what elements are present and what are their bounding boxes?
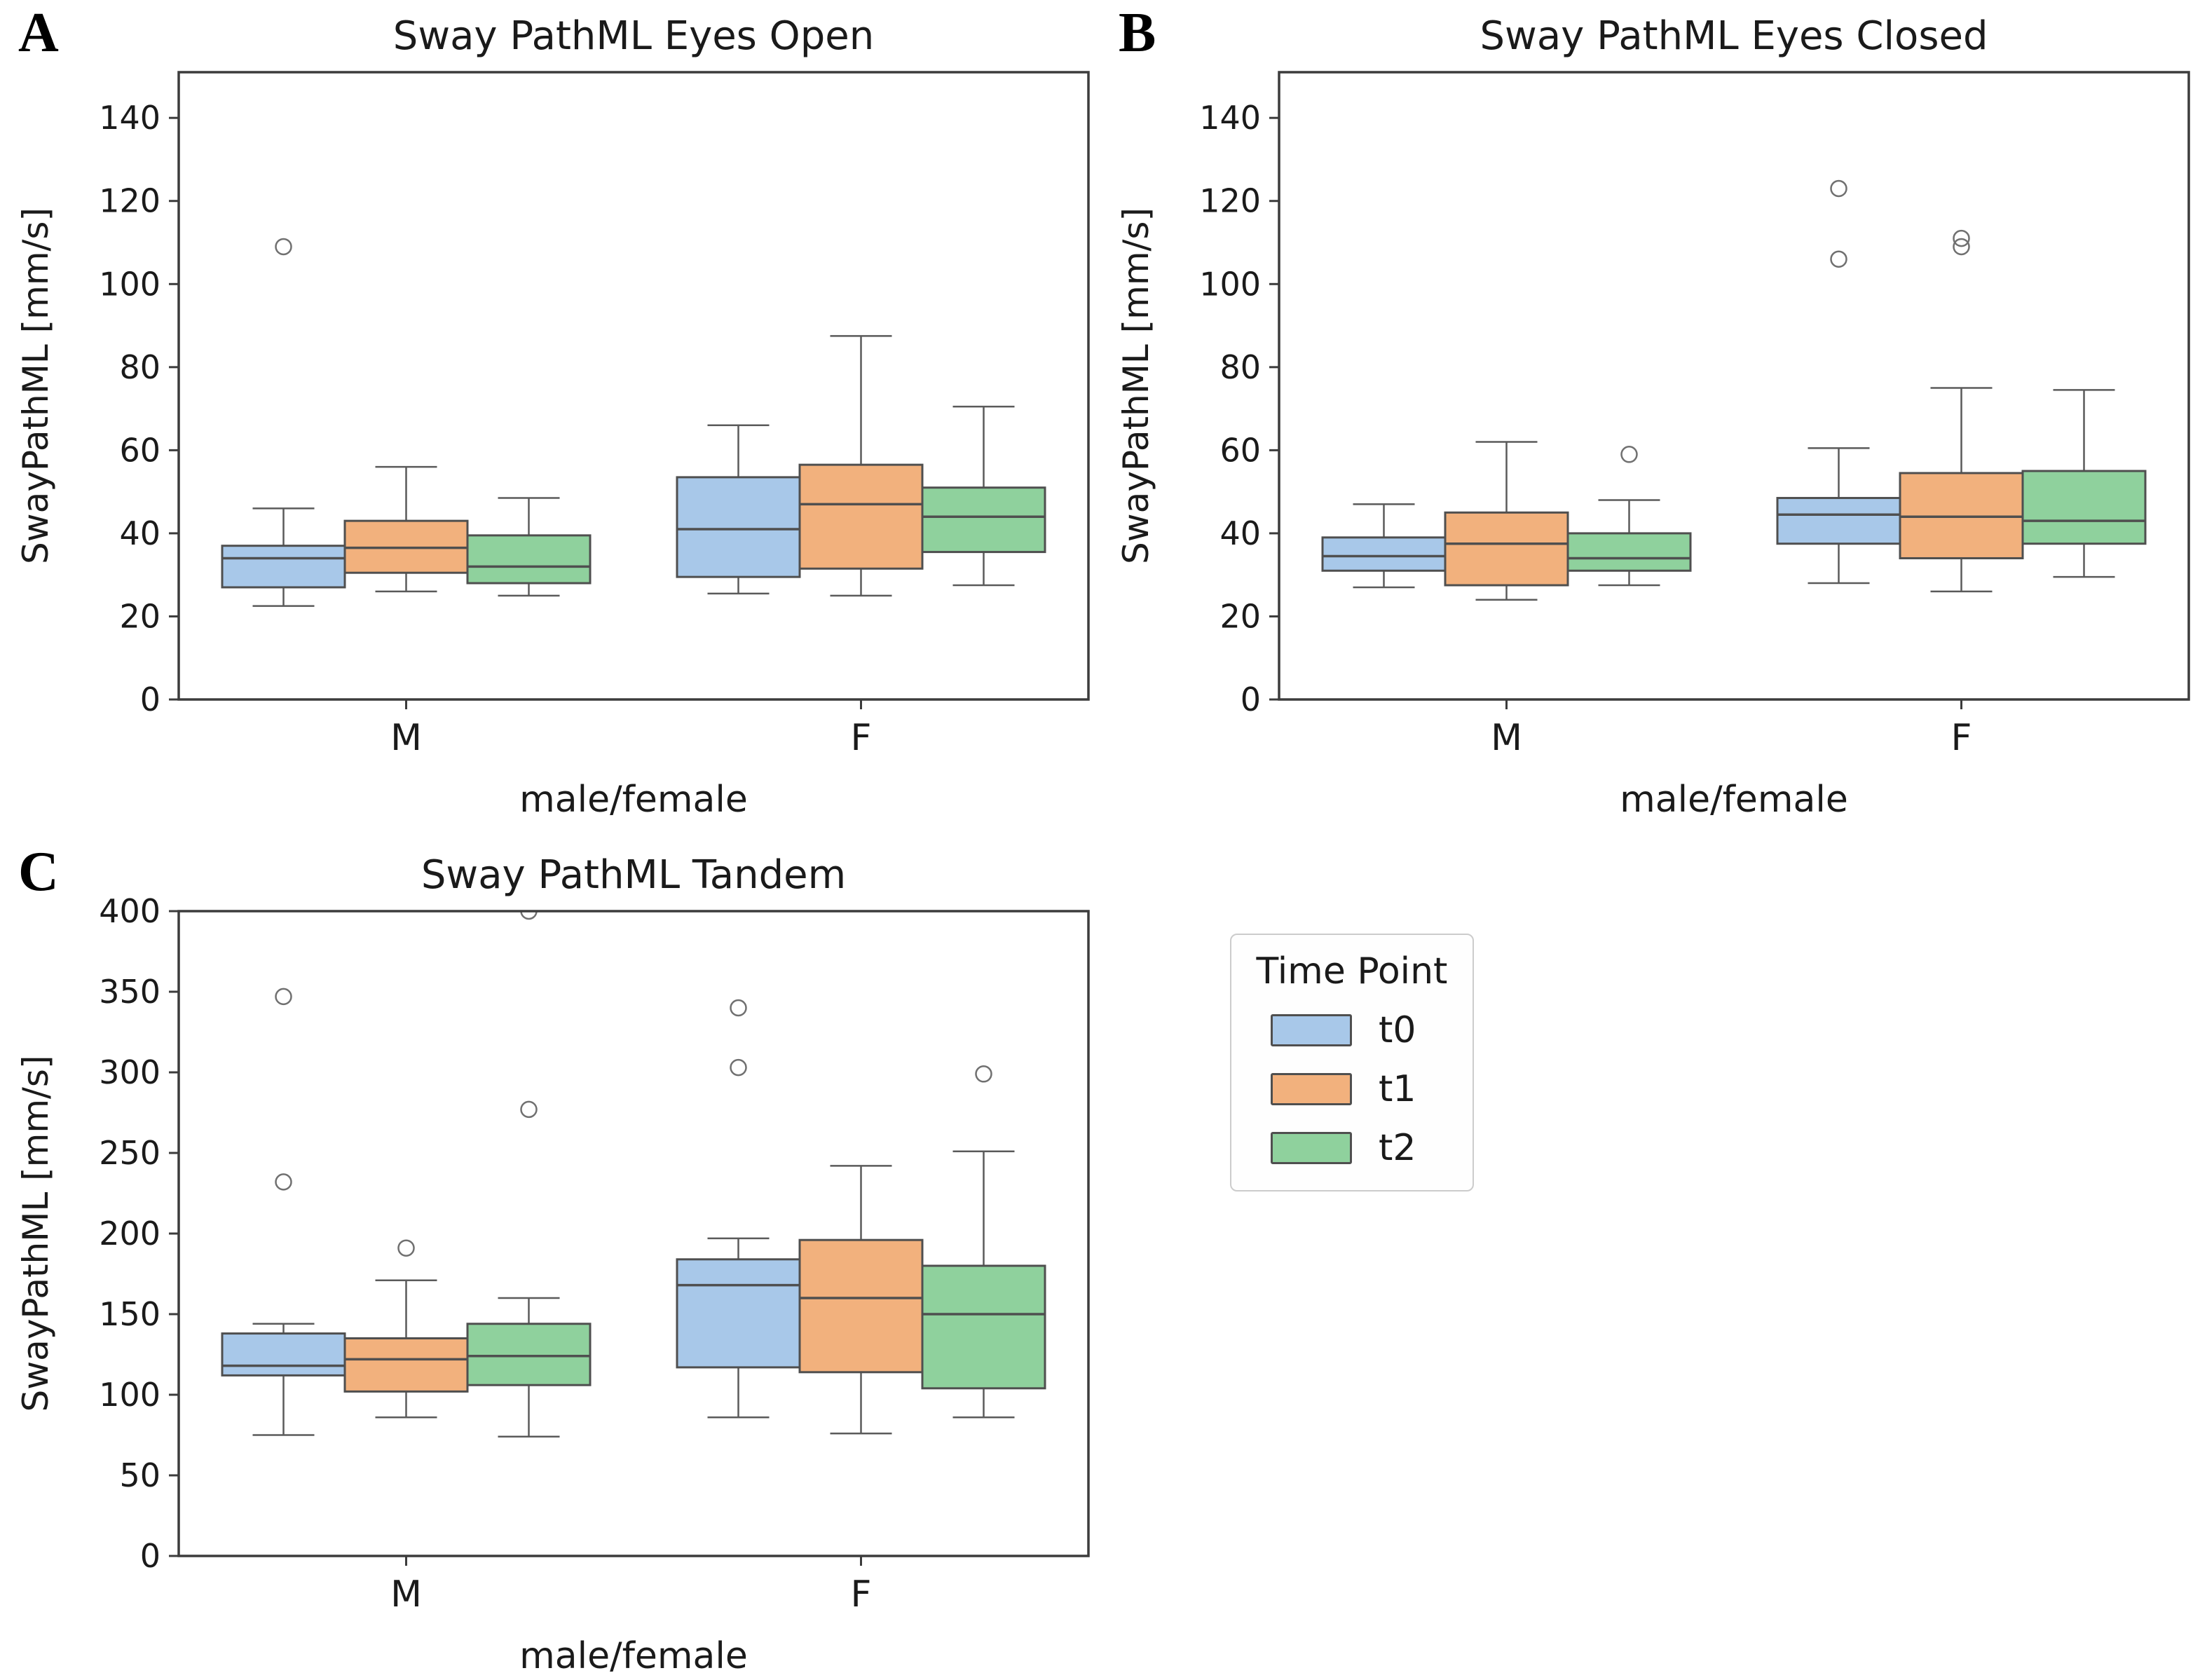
y-tick-label: 0	[1241, 681, 1261, 718]
outlier-point	[730, 1058, 747, 1077]
plot-area-marks	[221, 911, 1046, 1438]
outlier-point	[397, 1239, 415, 1257]
x-tick-label: F	[851, 717, 872, 759]
outlier-point	[520, 1100, 538, 1119]
axes-spines	[177, 71, 1090, 701]
x-tick-label: F	[851, 1573, 872, 1616]
x-axis-label: male/female	[519, 779, 748, 821]
box-t0-M	[1321, 536, 1447, 572]
box-t0-F	[1776, 497, 1901, 545]
outlier-point	[275, 988, 292, 1006]
y-axis-label: SwayPathML [mm/s]	[15, 207, 56, 564]
box-t1-M	[1444, 511, 1569, 587]
chart-title: Sway PathML Eyes Closed	[1480, 13, 1988, 59]
plot-area-marks	[1321, 179, 2147, 601]
y-tick-label: 250	[99, 1134, 160, 1172]
outlier-point	[1620, 446, 1638, 463]
legend-label-t2: t2	[1379, 1127, 1416, 1169]
y-tick-label: 400	[99, 892, 160, 930]
axes-spines	[1278, 71, 2190, 701]
box-t1-F	[798, 463, 924, 570]
x-axis-label: male/female	[519, 1635, 748, 1677]
legend-label-t0: t0	[1379, 1009, 1416, 1051]
legend-swatch-t0	[1271, 1014, 1352, 1046]
outlier-point	[520, 911, 538, 920]
y-tick-label: 200	[99, 1215, 160, 1252]
box-t0-F	[676, 1258, 801, 1369]
legend-item-t0: t0	[1250, 1009, 1454, 1051]
y-tick-label: 40	[1219, 514, 1261, 552]
y-tick-label: 100	[1199, 265, 1261, 303]
y-tick-label: 60	[119, 431, 160, 469]
axes-spines	[177, 910, 1090, 1557]
panel-a: A Sway PathML Eyes Open SwayPathML [mm/s]…	[14, 2, 1097, 822]
chart-title: Sway PathML Tandem	[421, 852, 846, 898]
box-t2-M	[466, 534, 592, 585]
x-tick-label: M	[390, 1573, 422, 1616]
legend-swatch-t2	[1271, 1132, 1352, 1164]
legend-item-t2: t2	[1250, 1127, 1454, 1169]
y-axis-label: SwayPathML [mm/s]	[1116, 207, 1156, 564]
y-tick-label: 0	[140, 1537, 160, 1575]
outlier-point	[1830, 250, 1847, 268]
panel-c-chart: Sway PathML Tandem SwayPathML [mm/s] male/…	[15, 852, 1090, 1677]
y-tick-label: 140	[99, 99, 160, 137]
panel-letter-b: B	[1119, 2, 1156, 64]
x-tick-label: F	[1951, 717, 1972, 759]
box-t2-M	[466, 1323, 592, 1386]
y-tick-label: 50	[119, 1456, 160, 1494]
panel-letter-a: A	[18, 2, 59, 64]
x-tick-label: M	[390, 717, 422, 759]
x-tick-label: M	[1491, 717, 1522, 759]
outlier-point	[1953, 229, 1970, 247]
legend: Time Point t0 t1 t2	[1230, 934, 1474, 1191]
y-tick-label: 80	[119, 348, 160, 386]
outlier-point	[975, 1065, 992, 1083]
box-t2-F	[2021, 470, 2147, 545]
y-tick-label: 300	[99, 1053, 160, 1091]
legend-item-t1: t1	[1250, 1068, 1454, 1110]
panel-b: B Sway PathML Eyes Closed SwayPathML [mm/…	[1114, 2, 2197, 822]
panel-letter-c: C	[18, 841, 59, 903]
outlier-point	[1830, 179, 1847, 198]
box-t2-F	[921, 1264, 1046, 1390]
plot-area-marks	[221, 238, 1046, 607]
y-tick-label: 120	[99, 182, 160, 220]
y-tick-label: 0	[140, 681, 160, 718]
y-axis-label: SwayPathML [mm/s]	[15, 1056, 56, 1412]
y-tick-label: 100	[99, 265, 160, 303]
outlier-point	[275, 238, 292, 256]
box-t2-F	[921, 486, 1046, 554]
box-t0-F	[676, 476, 801, 578]
y-tick-label: 20	[119, 597, 160, 635]
y-tick-label: 40	[119, 514, 160, 552]
y-tick-label: 120	[1199, 182, 1261, 220]
panel-b-chart: Sway PathML Eyes Closed SwayPathML [mm/s]…	[1116, 13, 2190, 821]
box-t0-M	[221, 1332, 346, 1377]
chart-title: Sway PathML Eyes Open	[393, 13, 874, 59]
panel-c: C Sway PathML Tandem SwayPathML [mm/s] mal…	[14, 841, 1097, 1679]
outlier-point	[1953, 238, 1970, 256]
box-t1-F	[798, 1238, 924, 1374]
y-tick-label: 150	[99, 1295, 160, 1333]
outlier-point	[275, 1173, 292, 1191]
y-tick-label: 350	[99, 973, 160, 1011]
panel-a-chart: Sway PathML Eyes Open SwayPathML [mm/s] ma…	[15, 13, 1090, 821]
y-tick-label: 100	[99, 1376, 160, 1414]
box-t0-M	[221, 545, 346, 589]
box-t1-M	[343, 1337, 469, 1393]
outlier-point	[730, 999, 747, 1017]
legend-title: Time Point	[1256, 950, 1448, 992]
y-tick-label: 140	[1199, 99, 1261, 137]
legend-swatch-t1	[1271, 1073, 1352, 1105]
box-t2-M	[1566, 532, 1692, 572]
legend-label-t1: t1	[1379, 1068, 1416, 1110]
y-tick-label: 60	[1219, 431, 1261, 469]
y-tick-label: 20	[1219, 597, 1261, 635]
x-axis-label: male/female	[1620, 779, 1848, 821]
y-tick-label: 80	[1219, 348, 1261, 386]
